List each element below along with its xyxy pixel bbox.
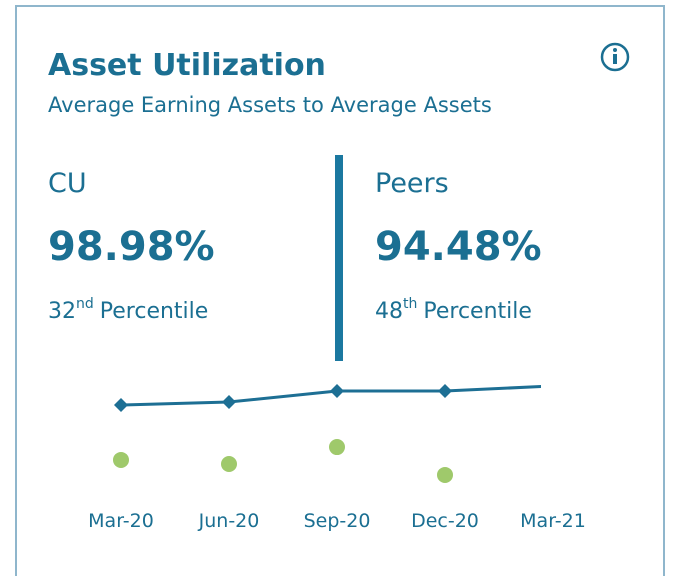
peers-heading: Peers xyxy=(375,168,449,199)
peers-point xyxy=(221,456,237,472)
card-title: Asset Utilization xyxy=(48,48,326,83)
info-icon[interactable] xyxy=(600,42,630,72)
cu-percentile: 32nd Percentile xyxy=(48,296,208,324)
card-subtitle: Average Earning Assets to Average Assets xyxy=(48,93,492,117)
peers-point xyxy=(437,466,453,483)
cu-value: 98.98% xyxy=(48,224,215,270)
percentile-label: Percentile xyxy=(423,299,532,324)
percentile-label: Percentile xyxy=(100,299,209,324)
x-tick-label: Jun-20 xyxy=(198,510,260,532)
peers-point xyxy=(329,439,345,456)
cu-heading: CU xyxy=(48,168,87,199)
cu-marker xyxy=(222,395,236,410)
peers-value: 94.48% xyxy=(375,224,542,270)
rank-suffix: nd xyxy=(76,296,94,312)
cu-marker xyxy=(114,398,128,413)
peers-percentile: 48th Percentile xyxy=(375,296,532,324)
peers-point xyxy=(113,451,129,468)
cu-marker xyxy=(330,383,344,398)
x-tick-label: Dec-20 xyxy=(411,510,479,532)
rank-suffix: th xyxy=(403,296,417,312)
cu-marker xyxy=(438,383,452,398)
divider xyxy=(335,155,343,361)
x-tick-label: Mar-20 xyxy=(88,510,154,532)
rank: 32 xyxy=(48,299,76,324)
x-tick-label: Sep-20 xyxy=(304,510,371,532)
plot xyxy=(113,383,541,483)
x-tick-label: Mar-21 xyxy=(520,510,586,532)
rank: 48 xyxy=(375,299,403,324)
